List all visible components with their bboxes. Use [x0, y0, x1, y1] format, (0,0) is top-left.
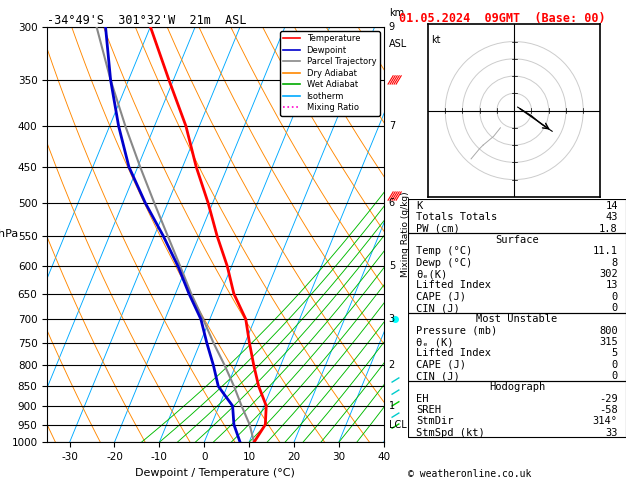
Text: 7: 7: [389, 121, 395, 131]
Text: 6: 6: [389, 198, 395, 208]
Text: -29: -29: [599, 394, 618, 404]
Text: 0: 0: [611, 371, 618, 381]
Text: 0: 0: [611, 303, 618, 313]
Text: θₑ (K): θₑ (K): [416, 337, 454, 347]
Text: Totals Totals: Totals Totals: [416, 212, 498, 222]
Text: Lifted Index: Lifted Index: [416, 280, 491, 290]
Text: hPa: hPa: [0, 229, 19, 240]
Text: EH: EH: [416, 394, 429, 404]
Text: StmSpd (kt): StmSpd (kt): [416, 428, 485, 438]
Text: 0: 0: [611, 360, 618, 370]
Text: 800: 800: [599, 326, 618, 336]
Text: 33: 33: [605, 428, 618, 438]
Text: 314°: 314°: [593, 417, 618, 426]
Text: © weatheronline.co.uk: © weatheronline.co.uk: [408, 469, 531, 479]
Text: CIN (J): CIN (J): [416, 303, 460, 313]
Bar: [408, 381, 626, 437]
Text: km: km: [389, 8, 404, 18]
Text: Mixing Ratio (g/kg): Mixing Ratio (g/kg): [401, 191, 410, 278]
Text: kt: kt: [431, 35, 441, 45]
Legend: Temperature, Dewpoint, Parcel Trajectory, Dry Adiabat, Wet Adiabat, Isotherm, Mi: Temperature, Dewpoint, Parcel Trajectory…: [280, 31, 379, 116]
Text: 0: 0: [611, 292, 618, 302]
Text: CAPE (J): CAPE (J): [416, 292, 466, 302]
Text: Temp (°C): Temp (°C): [416, 246, 472, 256]
Text: StmDir: StmDir: [416, 417, 454, 426]
Text: -34°49'S  301°32'W  21m  ASL: -34°49'S 301°32'W 21m ASL: [47, 14, 247, 27]
Text: 5: 5: [611, 348, 618, 358]
Text: 01.05.2024  09GMT  (Base: 00): 01.05.2024 09GMT (Base: 00): [399, 12, 606, 25]
Text: Surface: Surface: [495, 235, 539, 245]
Text: CIN (J): CIN (J): [416, 371, 460, 381]
Text: PW (cm): PW (cm): [416, 224, 460, 234]
Text: 1.8: 1.8: [599, 224, 618, 234]
Text: CAPE (J): CAPE (J): [416, 360, 466, 370]
Text: SREH: SREH: [416, 405, 442, 415]
Text: 11.1: 11.1: [593, 246, 618, 256]
Text: θₑ(K): θₑ(K): [416, 269, 448, 279]
Text: Lifted Index: Lifted Index: [416, 348, 491, 358]
Text: Hodograph: Hodograph: [489, 382, 545, 392]
X-axis label: Dewpoint / Temperature (°C): Dewpoint / Temperature (°C): [135, 468, 296, 478]
Text: 302: 302: [599, 269, 618, 279]
Text: 14: 14: [605, 201, 618, 211]
Text: 3: 3: [389, 314, 395, 324]
Text: 315: 315: [599, 337, 618, 347]
Text: ASL: ASL: [389, 39, 407, 49]
Text: Pressure (mb): Pressure (mb): [416, 326, 498, 336]
Text: -58: -58: [599, 405, 618, 415]
Bar: [408, 199, 626, 233]
Text: 1: 1: [389, 401, 395, 411]
Text: K: K: [416, 201, 423, 211]
Bar: [408, 233, 626, 312]
Text: 8: 8: [611, 258, 618, 268]
Text: Dewp (°C): Dewp (°C): [416, 258, 472, 268]
Text: 5: 5: [389, 261, 395, 271]
Text: 13: 13: [605, 280, 618, 290]
Text: 43: 43: [605, 212, 618, 222]
Text: 9: 9: [389, 22, 395, 32]
Text: LCL: LCL: [389, 419, 406, 430]
Text: 2: 2: [389, 360, 395, 370]
Bar: [408, 312, 626, 381]
Text: Most Unstable: Most Unstable: [476, 314, 558, 324]
